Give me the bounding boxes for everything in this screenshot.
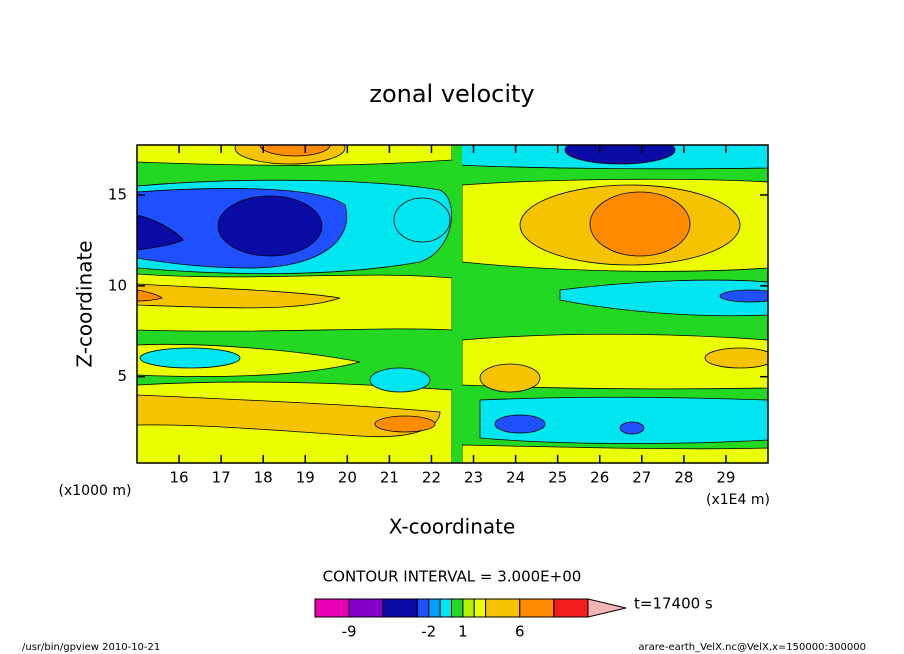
colorbar-box	[451, 598, 464, 618]
x-axis-label: X-coordinate	[389, 515, 516, 539]
x-scale-label: (x1E4 m)	[706, 492, 770, 508]
x-tick-label: 16	[170, 469, 189, 487]
colorbar-tick-label: -9	[342, 623, 357, 641]
colorbar-box	[439, 598, 452, 618]
colorbar-box	[348, 598, 384, 618]
x-tick-label: 29	[716, 469, 735, 487]
y-tick-label: 15	[108, 185, 127, 203]
colorbar-box	[382, 598, 418, 618]
colorbar-tick-label: 1	[458, 623, 468, 641]
x-unit-label: (x1000 m)	[59, 483, 132, 499]
x-tick-label: 25	[548, 469, 567, 487]
chart-title: zonal velocity	[369, 80, 534, 108]
colorbar-box	[428, 598, 441, 618]
y-axis-label: Z-coordinate	[73, 240, 97, 367]
footer-right: arare-earth_VelX.nc@VelX,x=150000:300000	[638, 642, 866, 653]
plot-frame	[136, 144, 769, 464]
x-tick-label: 27	[632, 469, 651, 487]
y-tick-label: 5	[117, 367, 127, 385]
x-tick-label: 19	[296, 469, 315, 487]
colorbar-tick-label: 6	[515, 623, 525, 641]
x-tick-label: 24	[506, 469, 525, 487]
x-tick-label: 22	[422, 469, 441, 487]
x-tick-label: 23	[464, 469, 483, 487]
colorbar-box	[462, 598, 475, 618]
colorbar-extend	[587, 598, 627, 618]
colorbar-tick-label: -2	[421, 623, 436, 641]
x-tick-label: 18	[254, 469, 273, 487]
colorbar-box	[416, 598, 430, 618]
x-tick-label: 28	[674, 469, 693, 487]
colorbar-box	[314, 598, 350, 618]
time-label: t=17400 s	[634, 595, 713, 613]
contour-interval: CONTOUR INTERVAL = 3.000E+00	[323, 568, 582, 586]
colorbar-box	[485, 598, 521, 618]
colorbar-box	[553, 598, 589, 618]
footer-left: /usr/bin/gpview 2010-10-21	[22, 642, 160, 653]
y-tick-label: 10	[108, 276, 127, 294]
x-tick-label: 26	[590, 469, 609, 487]
colorbar-box	[473, 598, 487, 618]
x-tick-label: 21	[380, 469, 399, 487]
contour-field	[137, 145, 768, 463]
x-tick-label: 17	[212, 469, 231, 487]
x-tick-label: 20	[338, 469, 357, 487]
colorbar-box	[519, 598, 555, 618]
